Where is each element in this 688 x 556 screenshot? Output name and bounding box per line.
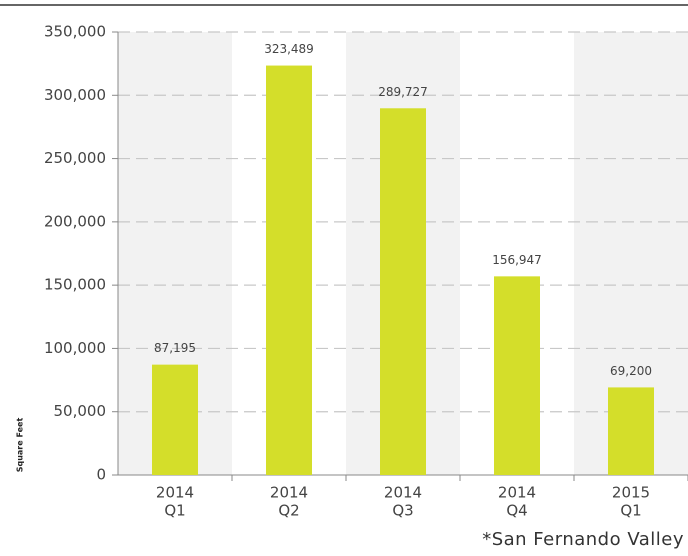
footnote: *San Fernando Valley xyxy=(482,529,684,550)
x-tick-label: Q2 xyxy=(278,502,299,520)
x-tick-label: 2014 xyxy=(384,484,422,502)
x-tick-label: 2014 xyxy=(498,484,536,502)
x-tick-label: Q1 xyxy=(164,502,185,520)
x-tick-label: Q1 xyxy=(620,502,641,520)
plot: 0 50,000 100,000 150,000 200,000 250,000 300,0… xyxy=(44,23,688,520)
y-tick-label: 300,000 xyxy=(44,86,106,104)
y-axis-label: Square Feet xyxy=(16,418,25,473)
y-tick-label: 250,000 xyxy=(44,149,106,167)
value-label: 323,489 xyxy=(264,42,314,56)
y-tick-label: 0 xyxy=(96,466,106,484)
bar xyxy=(266,65,312,475)
y-tick-label: 50,000 xyxy=(54,402,107,420)
bar xyxy=(152,364,198,475)
x-tick-label: 2014 xyxy=(156,484,194,502)
bar xyxy=(380,108,426,476)
y-tick-label: 200,000 xyxy=(44,212,106,230)
y-tick-label: 100,000 xyxy=(44,339,106,357)
value-label: 156,947 xyxy=(492,253,542,267)
value-label: 289,727 xyxy=(378,85,428,99)
bar xyxy=(608,387,654,475)
value-label: 69,200 xyxy=(610,364,652,378)
x-tick-label: 2015 xyxy=(612,484,650,502)
y-tick-label: 350,000 xyxy=(44,23,106,41)
bar xyxy=(494,276,540,475)
value-label: 87,195 xyxy=(154,341,196,355)
x-tick-label: Q3 xyxy=(392,502,413,520)
x-tick-label: 2014 xyxy=(270,484,308,502)
y-tick-label: 150,000 xyxy=(44,276,106,294)
x-tick-label: Q4 xyxy=(506,502,527,520)
